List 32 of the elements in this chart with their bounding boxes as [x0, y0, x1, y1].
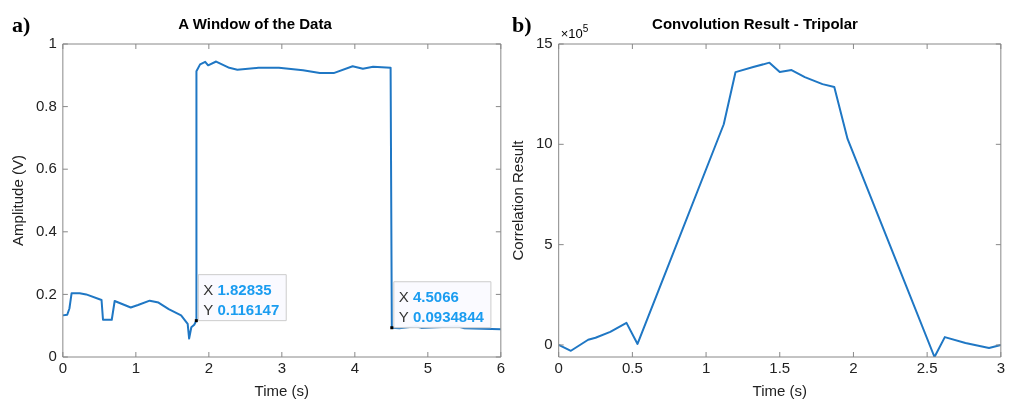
- y-tick-label: 0.2: [35, 284, 57, 302]
- y-tick-label: 10: [536, 134, 553, 152]
- y-axis-title: Amplitude (V): [9, 155, 27, 246]
- x-tick-label: 5: [423, 359, 432, 377]
- x-tick-label: 6: [496, 359, 505, 377]
- x-tick-label: 2: [204, 359, 214, 377]
- x-axis-title: Time (s): [752, 382, 807, 400]
- y-tick-label: 0.6: [35, 159, 57, 177]
- x-tick-label: 3: [277, 359, 287, 377]
- y-tick-label: 0.8: [35, 96, 57, 114]
- y-axis-title: Correlation Result: [509, 139, 527, 261]
- x-tick-label: 1: [131, 359, 141, 377]
- x-tick-label: 0.5: [621, 359, 643, 377]
- annotation: X 1.82835 Y 0.116147: [203, 280, 280, 318]
- chart-title: Convolution Result - Tripolar: [652, 15, 859, 33]
- chart-title: A Window of the Data: [178, 15, 333, 33]
- y-tick-label: 0.4: [35, 221, 57, 239]
- x-axis-title: Time (s): [254, 382, 310, 400]
- x-tick-label: 3: [996, 359, 1005, 377]
- x-tick-label: 4: [350, 359, 360, 377]
- x-tick-label: 1: [701, 359, 711, 377]
- text: b): [512, 12, 532, 37]
- y-tick-label: 0: [544, 335, 553, 353]
- x-tick-label: 2: [849, 359, 858, 377]
- text: a): [12, 12, 31, 37]
- y-tick-label: 0: [48, 347, 57, 365]
- y-tick-label: 5: [544, 234, 553, 252]
- x-tick-label: 2.5: [916, 359, 938, 377]
- annotation: X 4.5066 Y 0.0934844: [398, 287, 485, 325]
- y-tick-label: 15: [536, 34, 553, 52]
- y-tick-label: 1: [48, 34, 57, 52]
- x-tick-label: 1.5: [769, 359, 791, 377]
